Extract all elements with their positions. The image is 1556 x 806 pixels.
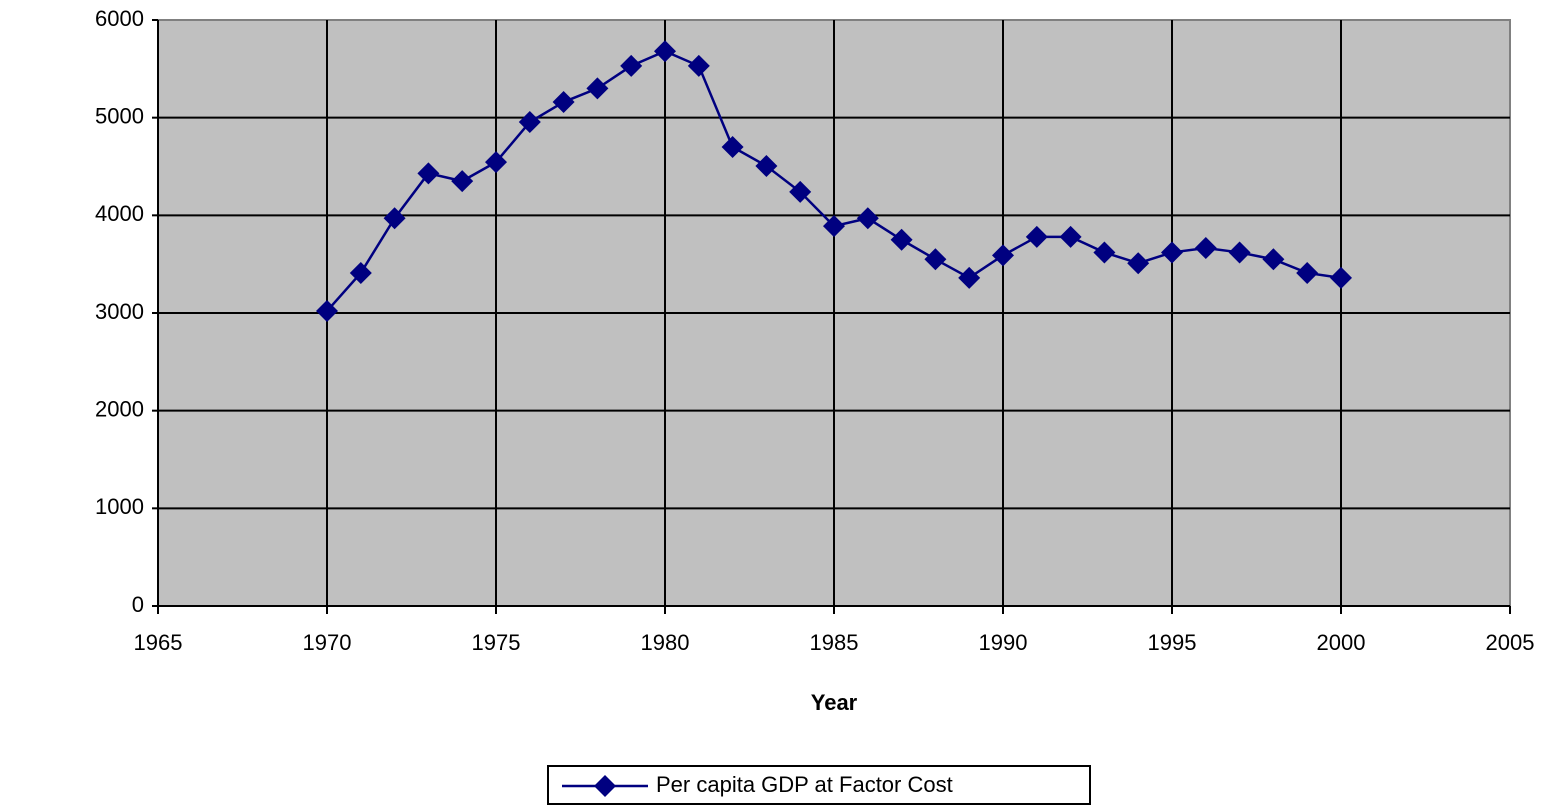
marker <box>958 266 981 289</box>
marker <box>823 215 845 238</box>
x-tick-label: 2005 <box>1486 630 1535 655</box>
marker <box>856 207 879 230</box>
marker <box>485 151 507 174</box>
x-tick-label: 1980 <box>641 630 690 655</box>
marker <box>1127 252 1150 275</box>
marker <box>518 111 541 134</box>
marker <box>755 155 778 178</box>
marker <box>687 54 710 77</box>
marker <box>1059 225 1082 248</box>
marker <box>924 248 947 271</box>
marker <box>620 54 643 77</box>
x-tick-label: 1995 <box>1148 630 1197 655</box>
marker <box>316 300 338 323</box>
legend-label: Per capita GDP at Factor Cost <box>656 772 953 797</box>
marker <box>721 135 744 158</box>
marker <box>789 180 812 203</box>
marker <box>890 228 913 251</box>
marker <box>451 170 474 193</box>
y-tick-label: 1000 <box>95 494 144 519</box>
y-tick-label: 4000 <box>95 201 144 226</box>
y-tick-label: 2000 <box>95 396 144 421</box>
y-tick-label: 6000 <box>95 6 144 31</box>
marker <box>1194 237 1217 260</box>
x-tick-label: 1985 <box>810 630 859 655</box>
marker <box>1025 225 1048 248</box>
y-tick-label: 0 <box>132 592 144 617</box>
marker <box>552 91 575 114</box>
marker <box>1093 241 1116 264</box>
x-tick-label: 1975 <box>472 630 521 655</box>
x-tick-label: 1970 <box>303 630 352 655</box>
x-tick-label: 1990 <box>979 630 1028 655</box>
marker <box>1330 266 1352 289</box>
x-tick-label: 1965 <box>134 630 183 655</box>
marker <box>992 244 1014 267</box>
marker <box>586 77 609 100</box>
y-tick-label: 5000 <box>95 103 144 128</box>
marker <box>349 261 372 284</box>
marker <box>1262 248 1285 271</box>
x-tick-label: 2000 <box>1317 630 1366 655</box>
x-axis-label: Year <box>811 690 858 715</box>
marker <box>654 40 676 63</box>
y-tick-label: 3000 <box>95 299 144 324</box>
marker <box>417 162 440 185</box>
marker <box>1296 261 1319 284</box>
marker <box>383 207 406 230</box>
marker <box>1228 241 1251 264</box>
legend-marker <box>594 775 616 797</box>
marker <box>1161 241 1183 264</box>
